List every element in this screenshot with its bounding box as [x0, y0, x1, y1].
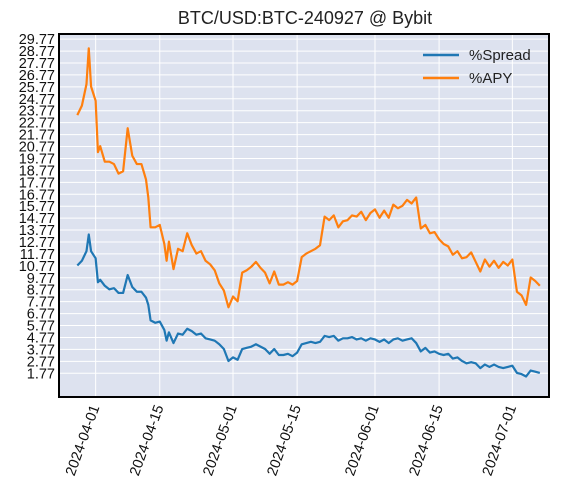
x-tick-label: 2024-06-15	[406, 403, 446, 478]
y-tick-label: 9.77	[27, 271, 55, 287]
legend: %Spread %APY	[423, 47, 531, 87]
y-tick-label: 13.77	[19, 223, 55, 239]
grid	[59, 34, 549, 397]
y-tick-label: 12.77	[19, 235, 55, 251]
y-tick-label: 29.77	[19, 32, 55, 48]
x-tick-label: 2024-05-01	[200, 403, 240, 478]
y-tick-label: 24.77	[19, 92, 55, 108]
series-line-spread	[76, 233, 541, 378]
y-axis: 1.772.773.774.775.776.777.778.779.7710.7…	[19, 32, 55, 382]
series-line-apy	[76, 47, 541, 309]
x-tick-label: 2024-04-01	[63, 403, 103, 478]
chart-title: BTC/USD:BTC-240927 @ Bybit	[178, 8, 432, 28]
y-tick-label: 20.77	[19, 140, 55, 156]
legend-label: %Spread	[469, 47, 531, 64]
y-tick-label: 28.77	[19, 44, 55, 60]
y-tick-label: 6.77	[27, 307, 55, 323]
y-tick-label: 11.77	[20, 247, 55, 263]
y-tick-label: 8.77	[27, 283, 55, 299]
y-tick-label: 19.77	[19, 151, 55, 167]
x-tick-label: 2024-06-01	[342, 403, 382, 478]
x-tick-label: 2024-07-01	[480, 403, 520, 478]
y-tick-label: 22.77	[19, 116, 55, 132]
y-tick-label: 18.77	[19, 163, 55, 179]
y-tick-label: 5.77	[27, 319, 55, 335]
x-tick-label: 2024-04-15	[127, 403, 167, 478]
plot-frame	[58, 33, 550, 398]
y-tick-label: 23.77	[19, 104, 55, 120]
plot-area	[59, 34, 549, 397]
y-tick-label: 26.77	[19, 68, 55, 84]
y-tick-label: 27.77	[19, 56, 55, 72]
y-tick-label: 16.77	[19, 187, 55, 203]
y-tick-label: 21.77	[19, 128, 55, 144]
y-tick-label: 14.77	[19, 211, 55, 227]
y-tick-label: 15.77	[19, 199, 55, 215]
y-tick-label: 25.77	[19, 80, 55, 96]
series-lines	[76, 47, 541, 378]
legend-label: %APY	[469, 70, 512, 87]
y-tick-label: 1.77	[27, 366, 55, 382]
y-tick-label: 3.77	[27, 342, 55, 358]
y-tick-label: 7.77	[27, 295, 55, 311]
y-tick-label: 10.77	[19, 259, 55, 275]
y-tick-label: 17.77	[19, 175, 55, 191]
x-axis: 2024-04-01 2024-04-15 2024-05-01 2024-05-15…	[63, 403, 520, 478]
x-tick-label: 2024-05-15	[264, 403, 304, 478]
y-tick-label: 2.77	[27, 354, 55, 370]
y-tick-label: 4.77	[27, 330, 55, 346]
